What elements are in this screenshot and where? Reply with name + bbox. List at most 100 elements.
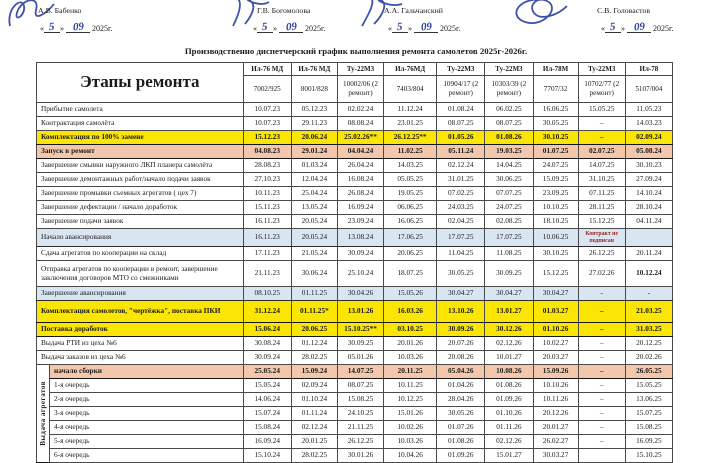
date-cell: 01.11.25* (290, 300, 338, 323)
date-cell: 19.03.25 (484, 144, 534, 159)
date-cell: 17.07.25 (436, 228, 486, 247)
date-cell: 26.08.24 (336, 186, 385, 201)
date-cell: 19.05.25 (383, 186, 438, 201)
stage-label: Выдача заказов из цеха №6 (36, 350, 244, 365)
date-cell: – (577, 378, 626, 393)
date-cell: 01.11.25 (290, 286, 338, 301)
signature-date: «5» 09 2025г. (601, 20, 674, 34)
aircraft-number-header: 10303/39 (2 ремонт) (484, 75, 534, 103)
date-cell: 05.11.24 (436, 144, 486, 159)
date-cell: 20.08.26 (436, 350, 486, 365)
stage-row: 1-я очередь 15.05.24 02.09.24 08.07.25 10.11… (37, 378, 674, 393)
stage-label: 6-я очередь (49, 448, 244, 463)
aircraft-number-header: 10002/06 (2 ремонт) (336, 75, 385, 103)
date-cell: – (577, 130, 626, 145)
date-cell: 10.11.25 (383, 378, 438, 393)
date-cell: 20.06.24 (290, 130, 338, 145)
date-cell: 15.08.25 (336, 392, 385, 407)
date-cell: 02.07.25 (577, 144, 626, 159)
date-cell: 31.12.24 (242, 300, 292, 323)
aircraft-type-header: Ту-22М3 (336, 62, 385, 76)
date-cell: 20.11.24 (624, 246, 674, 261)
signer-name: С.В. Головастов (597, 6, 651, 15)
date-cell: 10.07.23 (242, 102, 292, 117)
date-cell: 11.04.25 (436, 246, 486, 261)
date-cell: 04.11.24 (624, 214, 674, 229)
date-cell: 20.11.25 (383, 364, 438, 379)
aircraft-number-header: 10904/17 (2 ремонт) (436, 75, 486, 103)
signature-block: С.В. Головастов «5» 09 2025г. (505, 0, 685, 40)
signer-name: А.В. Бабенко (38, 6, 82, 15)
date-cell: 26.02.27 (532, 434, 579, 449)
date-cell: 15.07.24 (242, 406, 292, 421)
date-cell: 23.09.25 (532, 186, 579, 201)
date-cell: 20.01.26 (383, 336, 438, 351)
date-cell: 16.06.25 (383, 214, 438, 229)
date-cell: 15.08.25 (624, 420, 674, 435)
date-cell: 20.05.24 (290, 214, 338, 229)
date-cell: 13.08.24 (336, 228, 385, 247)
date-cell: 14.04.25 (484, 158, 534, 173)
date-cell: 01.08.26 (436, 434, 486, 449)
stage-row: Завершение подачи заявок 16.11.23 20.05.24… (36, 214, 674, 229)
date-cell: 30.12.26 (484, 322, 534, 337)
stage-label: 1-я очередь (49, 378, 244, 393)
date-cell: 10.03.26 (383, 434, 438, 449)
date-cell: 17.11.23 (242, 246, 292, 261)
stage-row: Отправка агрегатов по кооперации в ремон… (36, 260, 674, 287)
date-cell: 02.02.24 (336, 102, 385, 117)
date-cell: 30.04.26 (336, 286, 385, 301)
stage-label: Поставка доработок (36, 322, 244, 337)
date-cell: 02.09.24 (290, 378, 338, 393)
aircraft-number-header: 7403/804 (383, 75, 438, 103)
schedule-table-wrap: Этапы ремонта Ил-76 МД Ил-76 МД Ту-22М3 Ил-… (35, 62, 677, 463)
date-cell: 11.12.24 (383, 102, 438, 117)
stage-row: 2-я очередь 14.06.24 01.10.24 15.08.25 10.12… (37, 392, 674, 407)
date-cell: 04.08.23 (242, 144, 292, 159)
aircraft-number-header: 10702/77 (2 ремонт) (577, 75, 626, 103)
aircraft-number-header: 5107/004 (624, 75, 674, 103)
date-cell: - (577, 286, 626, 301)
date-cell: 16.11.23 (242, 214, 292, 229)
stage-label: 5-я очередь (49, 434, 244, 449)
date-cell: 20.02.26 (624, 350, 674, 365)
date-cell: 26.12.25 (336, 434, 385, 449)
date-cell: 30.04.27 (484, 286, 534, 301)
date-cell: 08.08.24 (336, 116, 385, 131)
date-cell: 20.03.27 (532, 350, 579, 365)
date-cell: 15.09.26 (532, 364, 579, 379)
date-cell: 13.05.24 (290, 200, 338, 215)
date-cell: 30.09.25 (484, 260, 534, 287)
date-cell: 03.10.25 (383, 322, 438, 337)
date-cell: 30.05.26 (436, 406, 486, 421)
date-cell: 10.11.23 (242, 186, 292, 201)
stage-label: Завершение демонтажных работ/начало пода… (36, 172, 244, 187)
date-cell: 21.11.25 (336, 420, 385, 435)
date-cell (624, 228, 674, 247)
date-cell: 15.11.23 (242, 200, 292, 215)
date-cell: 07.11.25 (577, 186, 626, 201)
date-cell: – (577, 350, 626, 365)
date-cell: 01.11.26 (484, 420, 534, 435)
date-cell: 17.06.25 (383, 228, 438, 247)
date-cell: 01.09.26 (436, 448, 486, 463)
date-cell: 08.07.25 (484, 116, 534, 131)
schedule-table: Этапы ремонта Ил-76 МД Ил-76 МД Ту-22М3 Ил-… (35, 62, 674, 463)
stage-label: начало сборки (49, 364, 244, 379)
date-cell: 23.01.25 (383, 116, 438, 131)
signature-scribble-icon (361, 0, 403, 27)
table-header: Этапы ремонта Ил-76 МД Ил-76 МД Ту-22М3 Ил-… (36, 62, 674, 103)
date-cell: 20.12.26 (532, 406, 579, 421)
stage-label: Начало авансирования (36, 228, 244, 247)
date-cell: 26.12.25** (383, 130, 438, 145)
stage-row: Выдача РТИ из цеха №6 30.08.24 01.12.24 30.… (36, 336, 674, 351)
date-cell: 24.03.25 (436, 200, 486, 215)
stage-label: Прибытие самолета (36, 102, 244, 117)
date-cell: 28.02.25 (290, 350, 338, 365)
stage-row: Запуск в ремонт 04.08.23 29.01.24 04.04.24 1… (36, 144, 674, 159)
stage-label: Завершение дефектации / начало доработок (36, 200, 244, 215)
date-cell: 18.10.25 (532, 214, 579, 229)
date-cell: 01.12.24 (290, 336, 338, 351)
date-cell: 05.01.26 (336, 350, 385, 365)
date-cell: 07.07.25 (484, 186, 534, 201)
